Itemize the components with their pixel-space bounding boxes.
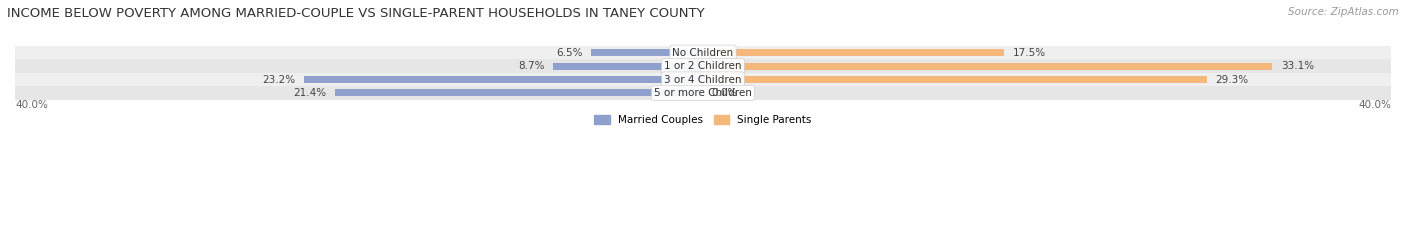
Text: 23.2%: 23.2% xyxy=(263,75,295,85)
Bar xyxy=(335,89,703,96)
Text: No Children: No Children xyxy=(672,48,734,58)
Text: 40.0%: 40.0% xyxy=(1358,100,1391,110)
Text: 1 or 2 Children: 1 or 2 Children xyxy=(664,61,742,71)
Text: 0.0%: 0.0% xyxy=(711,88,738,98)
Text: 8.7%: 8.7% xyxy=(519,61,544,71)
Bar xyxy=(15,73,1391,86)
Text: 17.5%: 17.5% xyxy=(1012,48,1046,58)
Bar xyxy=(15,46,1391,59)
Bar xyxy=(304,76,703,83)
Text: INCOME BELOW POVERTY AMONG MARRIED-COUPLE VS SINGLE-PARENT HOUSEHOLDS IN TANEY C: INCOME BELOW POVERTY AMONG MARRIED-COUPL… xyxy=(7,7,704,20)
Bar xyxy=(15,86,1391,100)
Text: 5 or more Children: 5 or more Children xyxy=(654,88,752,98)
Text: 40.0%: 40.0% xyxy=(15,100,48,110)
Bar xyxy=(591,49,703,56)
Text: 29.3%: 29.3% xyxy=(1216,75,1249,85)
Bar xyxy=(703,63,1272,70)
Text: Source: ZipAtlas.com: Source: ZipAtlas.com xyxy=(1288,7,1399,17)
Text: 3 or 4 Children: 3 or 4 Children xyxy=(664,75,742,85)
Legend: Married Couples, Single Parents: Married Couples, Single Parents xyxy=(591,111,815,129)
Bar xyxy=(15,59,1391,73)
Text: 6.5%: 6.5% xyxy=(557,48,582,58)
Text: 21.4%: 21.4% xyxy=(294,88,326,98)
Bar xyxy=(703,49,1004,56)
Bar xyxy=(703,76,1206,83)
Bar xyxy=(554,63,703,70)
Text: 33.1%: 33.1% xyxy=(1281,61,1315,71)
